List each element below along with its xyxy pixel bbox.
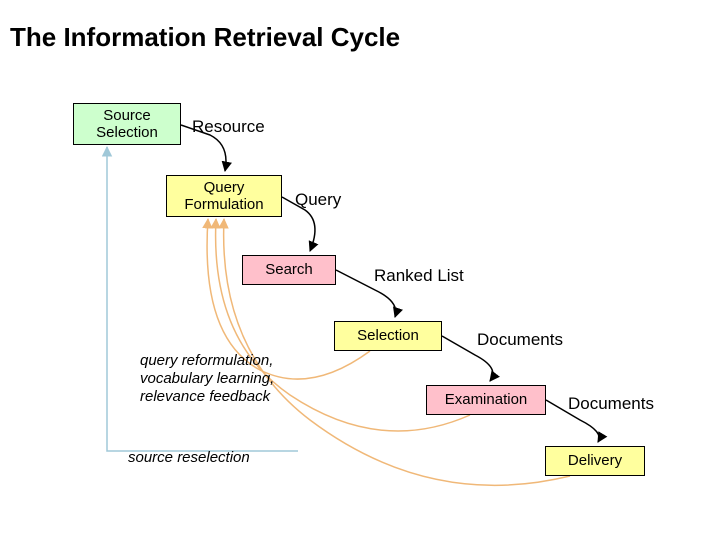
node-examination: Examination: [426, 385, 546, 415]
node-label: Delivery: [568, 452, 622, 469]
label-documents-1: Documents: [477, 330, 563, 350]
label-query: Query: [295, 190, 341, 210]
annotation-reselection: source reselection: [128, 449, 250, 467]
node-label: Selection: [357, 327, 419, 344]
label-ranked-list: Ranked List: [374, 266, 464, 286]
annotation-reformulation: query reformulation,vocabulary learning,…: [140, 352, 274, 406]
node-label: Search: [265, 261, 313, 278]
node-selection: Selection: [334, 321, 442, 351]
node-label: SourceSelection: [96, 107, 158, 142]
node-label: QueryFormulation: [184, 179, 263, 214]
node-label: Examination: [445, 391, 528, 408]
node-delivery: Delivery: [545, 446, 645, 476]
node-search: Search: [242, 255, 336, 285]
label-documents-2: Documents: [568, 394, 654, 414]
label-resource: Resource: [192, 117, 265, 137]
node-query-formulation: QueryFormulation: [166, 175, 282, 217]
node-source-selection: SourceSelection: [73, 103, 181, 145]
page-title: The Information Retrieval Cycle: [10, 22, 400, 53]
